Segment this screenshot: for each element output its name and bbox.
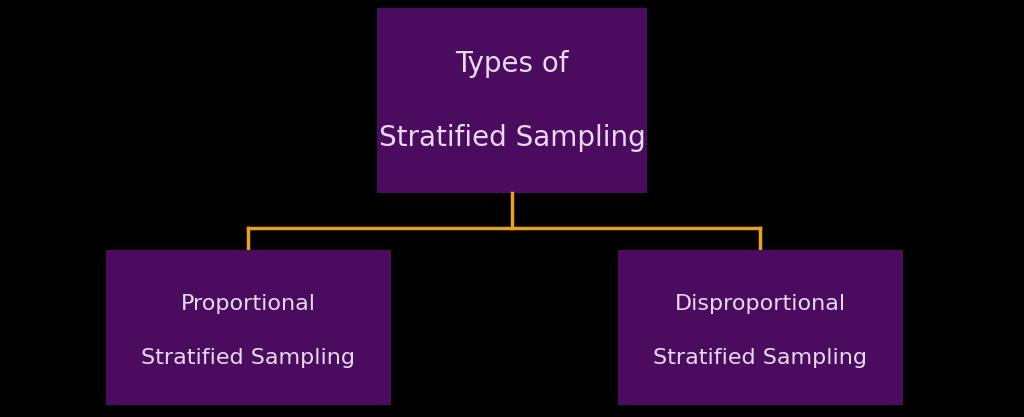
Text: Proportional: Proportional (180, 294, 315, 314)
Bar (617, 250, 902, 405)
Text: Types of: Types of (456, 50, 568, 78)
Bar (377, 8, 647, 193)
Text: Stratified Sampling: Stratified Sampling (141, 349, 355, 369)
Text: Stratified Sampling: Stratified Sampling (379, 123, 645, 151)
Text: Stratified Sampling: Stratified Sampling (653, 349, 867, 369)
Text: Disproportional: Disproportional (675, 294, 846, 314)
Bar (105, 250, 390, 405)
